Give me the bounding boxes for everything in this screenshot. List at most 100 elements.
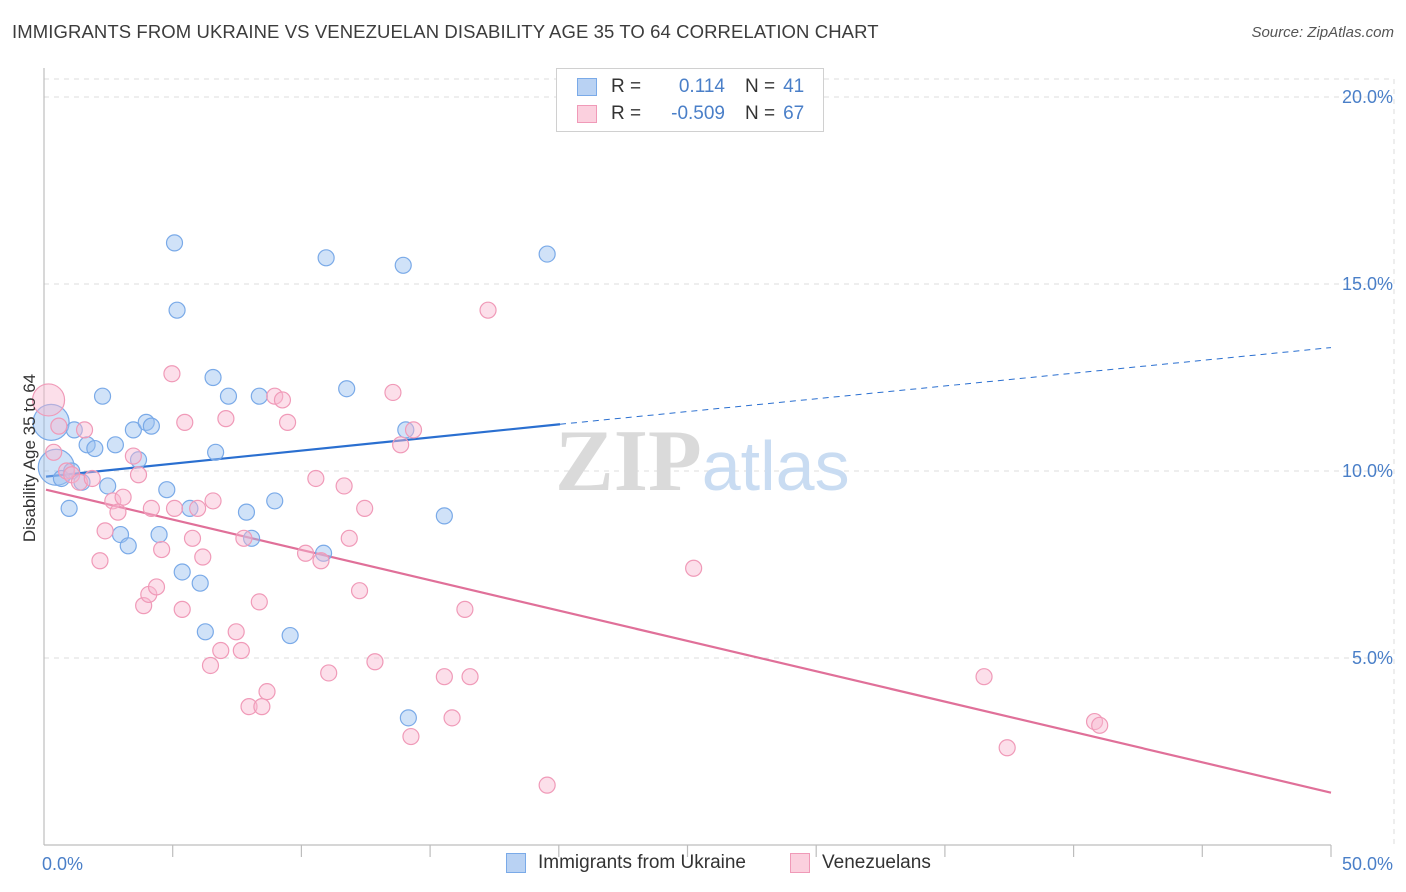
data-points	[31, 234, 1109, 794]
venezuelans-swatch	[577, 105, 597, 123]
venezuelans-point	[340, 529, 358, 547]
ukraine-point	[281, 626, 299, 645]
venezuelans-point	[1091, 716, 1109, 734]
legend-row-venezuelans: R = -0.509 N = 67	[577, 101, 804, 127]
venezuelans-point	[273, 391, 292, 409]
ukraine-point	[93, 387, 112, 405]
ukraine-point	[266, 492, 284, 510]
bottom-legend-venezuelans: Venezuelans	[790, 852, 931, 874]
ukraine-point	[158, 481, 176, 499]
watermark: ZIPatlas	[555, 413, 850, 510]
ukraine-point	[538, 245, 556, 263]
venezuelans-point	[443, 709, 461, 727]
venezuelans-point	[142, 499, 160, 517]
ukraine-point	[86, 439, 104, 458]
ukraine-point	[196, 623, 214, 641]
ukraine-legend-label: Immigrants from Ukraine	[538, 852, 746, 873]
y-tick-label: 5.0%	[1352, 648, 1393, 668]
venezuelans-point	[250, 593, 268, 611]
legend-n-label: N =	[745, 103, 776, 124]
venezuelans-point	[404, 421, 423, 439]
legend-r-label: R =	[611, 76, 642, 97]
ukraine-swatch	[577, 78, 597, 96]
ukraine-point	[119, 537, 137, 555]
ukraine-point	[338, 380, 356, 398]
venezuelans-point	[204, 492, 222, 510]
ukraine-legend-swatch	[506, 853, 526, 873]
ukraine-trend-extension	[559, 347, 1332, 425]
venezuelans-point	[232, 641, 250, 660]
venezuelans-point	[129, 466, 148, 484]
venezuelans-point	[384, 383, 402, 402]
venezuelans-point	[212, 641, 230, 660]
ukraine-point	[399, 709, 417, 727]
venezuelans-point	[165, 499, 184, 517]
venezuelans-point	[435, 668, 453, 686]
bottom-legend-ukraine: Immigrants from Ukraine	[506, 852, 746, 874]
venezuelans-point	[194, 548, 212, 566]
ukraine-point	[317, 249, 335, 267]
venezuelans-point	[456, 600, 474, 618]
venezuelans-point	[253, 698, 271, 716]
venezuelans-point	[176, 413, 194, 431]
ukraine-point	[106, 436, 124, 454]
ukraine-trend-line	[45, 423, 561, 478]
venezuelans-point	[258, 683, 276, 701]
venezuelans-point	[350, 582, 369, 600]
legend-n-label: N =	[745, 76, 776, 97]
ukraine-point	[142, 417, 160, 435]
ukraine-point	[168, 301, 186, 319]
axis-labels: 5.0% 10.0% 15.0% 20.0% 0.0% 50.0% Disability A…	[20, 87, 1393, 874]
ukraine-point	[99, 477, 117, 495]
legend-row-ukraine: R = 0.114 N = 41	[577, 74, 804, 100]
venezuelans-point	[392, 436, 410, 454]
venezuelans-point	[402, 727, 420, 746]
venezuelans-point	[312, 552, 330, 570]
venezuelans-point	[114, 488, 132, 506]
ukraine-point	[124, 421, 142, 439]
venezuelans-point	[240, 698, 258, 716]
venezuelans-point	[685, 559, 703, 577]
ukraine-point	[435, 507, 453, 525]
venezuelans-point	[147, 578, 166, 596]
venezuelans-point	[45, 443, 63, 461]
venezuelans-point	[335, 477, 353, 495]
y-tick-label: 10.0%	[1342, 461, 1393, 481]
legend-n-value: 67	[783, 103, 805, 124]
ukraine-point	[219, 387, 238, 405]
venezuelans-point	[173, 600, 191, 618]
venezuelans-point	[307, 469, 325, 488]
chart-title: IMMIGRANTS FROM UKRAINE VS VENEZUELAN DI…	[12, 21, 879, 42]
legend-r-value: 0.114	[678, 76, 725, 97]
venezuelans-point	[461, 668, 479, 686]
venezuelans-point	[217, 410, 235, 428]
venezuelans-trend-line	[45, 488, 1332, 794]
venezuelans-legend-swatch	[790, 853, 810, 873]
trend-lines	[45, 347, 1332, 794]
venezuelans-point	[124, 447, 142, 465]
ukraine-point	[394, 256, 412, 274]
legend-r-value: -0.509	[671, 103, 725, 124]
y-axis-label: Disability Age 35 to 64	[20, 374, 39, 542]
ukraine-point	[150, 525, 168, 544]
ukraine-point	[165, 234, 184, 252]
y-tick-label: 20.0%	[1342, 87, 1393, 107]
venezuelans-point	[135, 597, 153, 615]
venezuelans-point	[75, 421, 94, 439]
ukraine-point	[250, 387, 268, 405]
venezuelans-point	[998, 739, 1016, 757]
venezuelans-point	[201, 656, 220, 675]
venezuelans-point	[235, 529, 253, 547]
venezuelans-point	[975, 668, 993, 686]
chart-source: Source: ZipAtlas.com	[1251, 24, 1394, 41]
ukraine-point	[191, 574, 209, 592]
venezuelans-point	[70, 473, 89, 491]
venezuelans-point	[538, 776, 556, 794]
venezuelans-point	[50, 417, 68, 435]
venezuelans-point	[189, 499, 207, 517]
grid-lines	[44, 78, 1395, 845]
venezuelans-point	[356, 499, 374, 517]
venezuelans-point	[320, 664, 338, 682]
venezuelans-point	[153, 540, 171, 559]
legend-r-label: R =	[611, 103, 642, 124]
